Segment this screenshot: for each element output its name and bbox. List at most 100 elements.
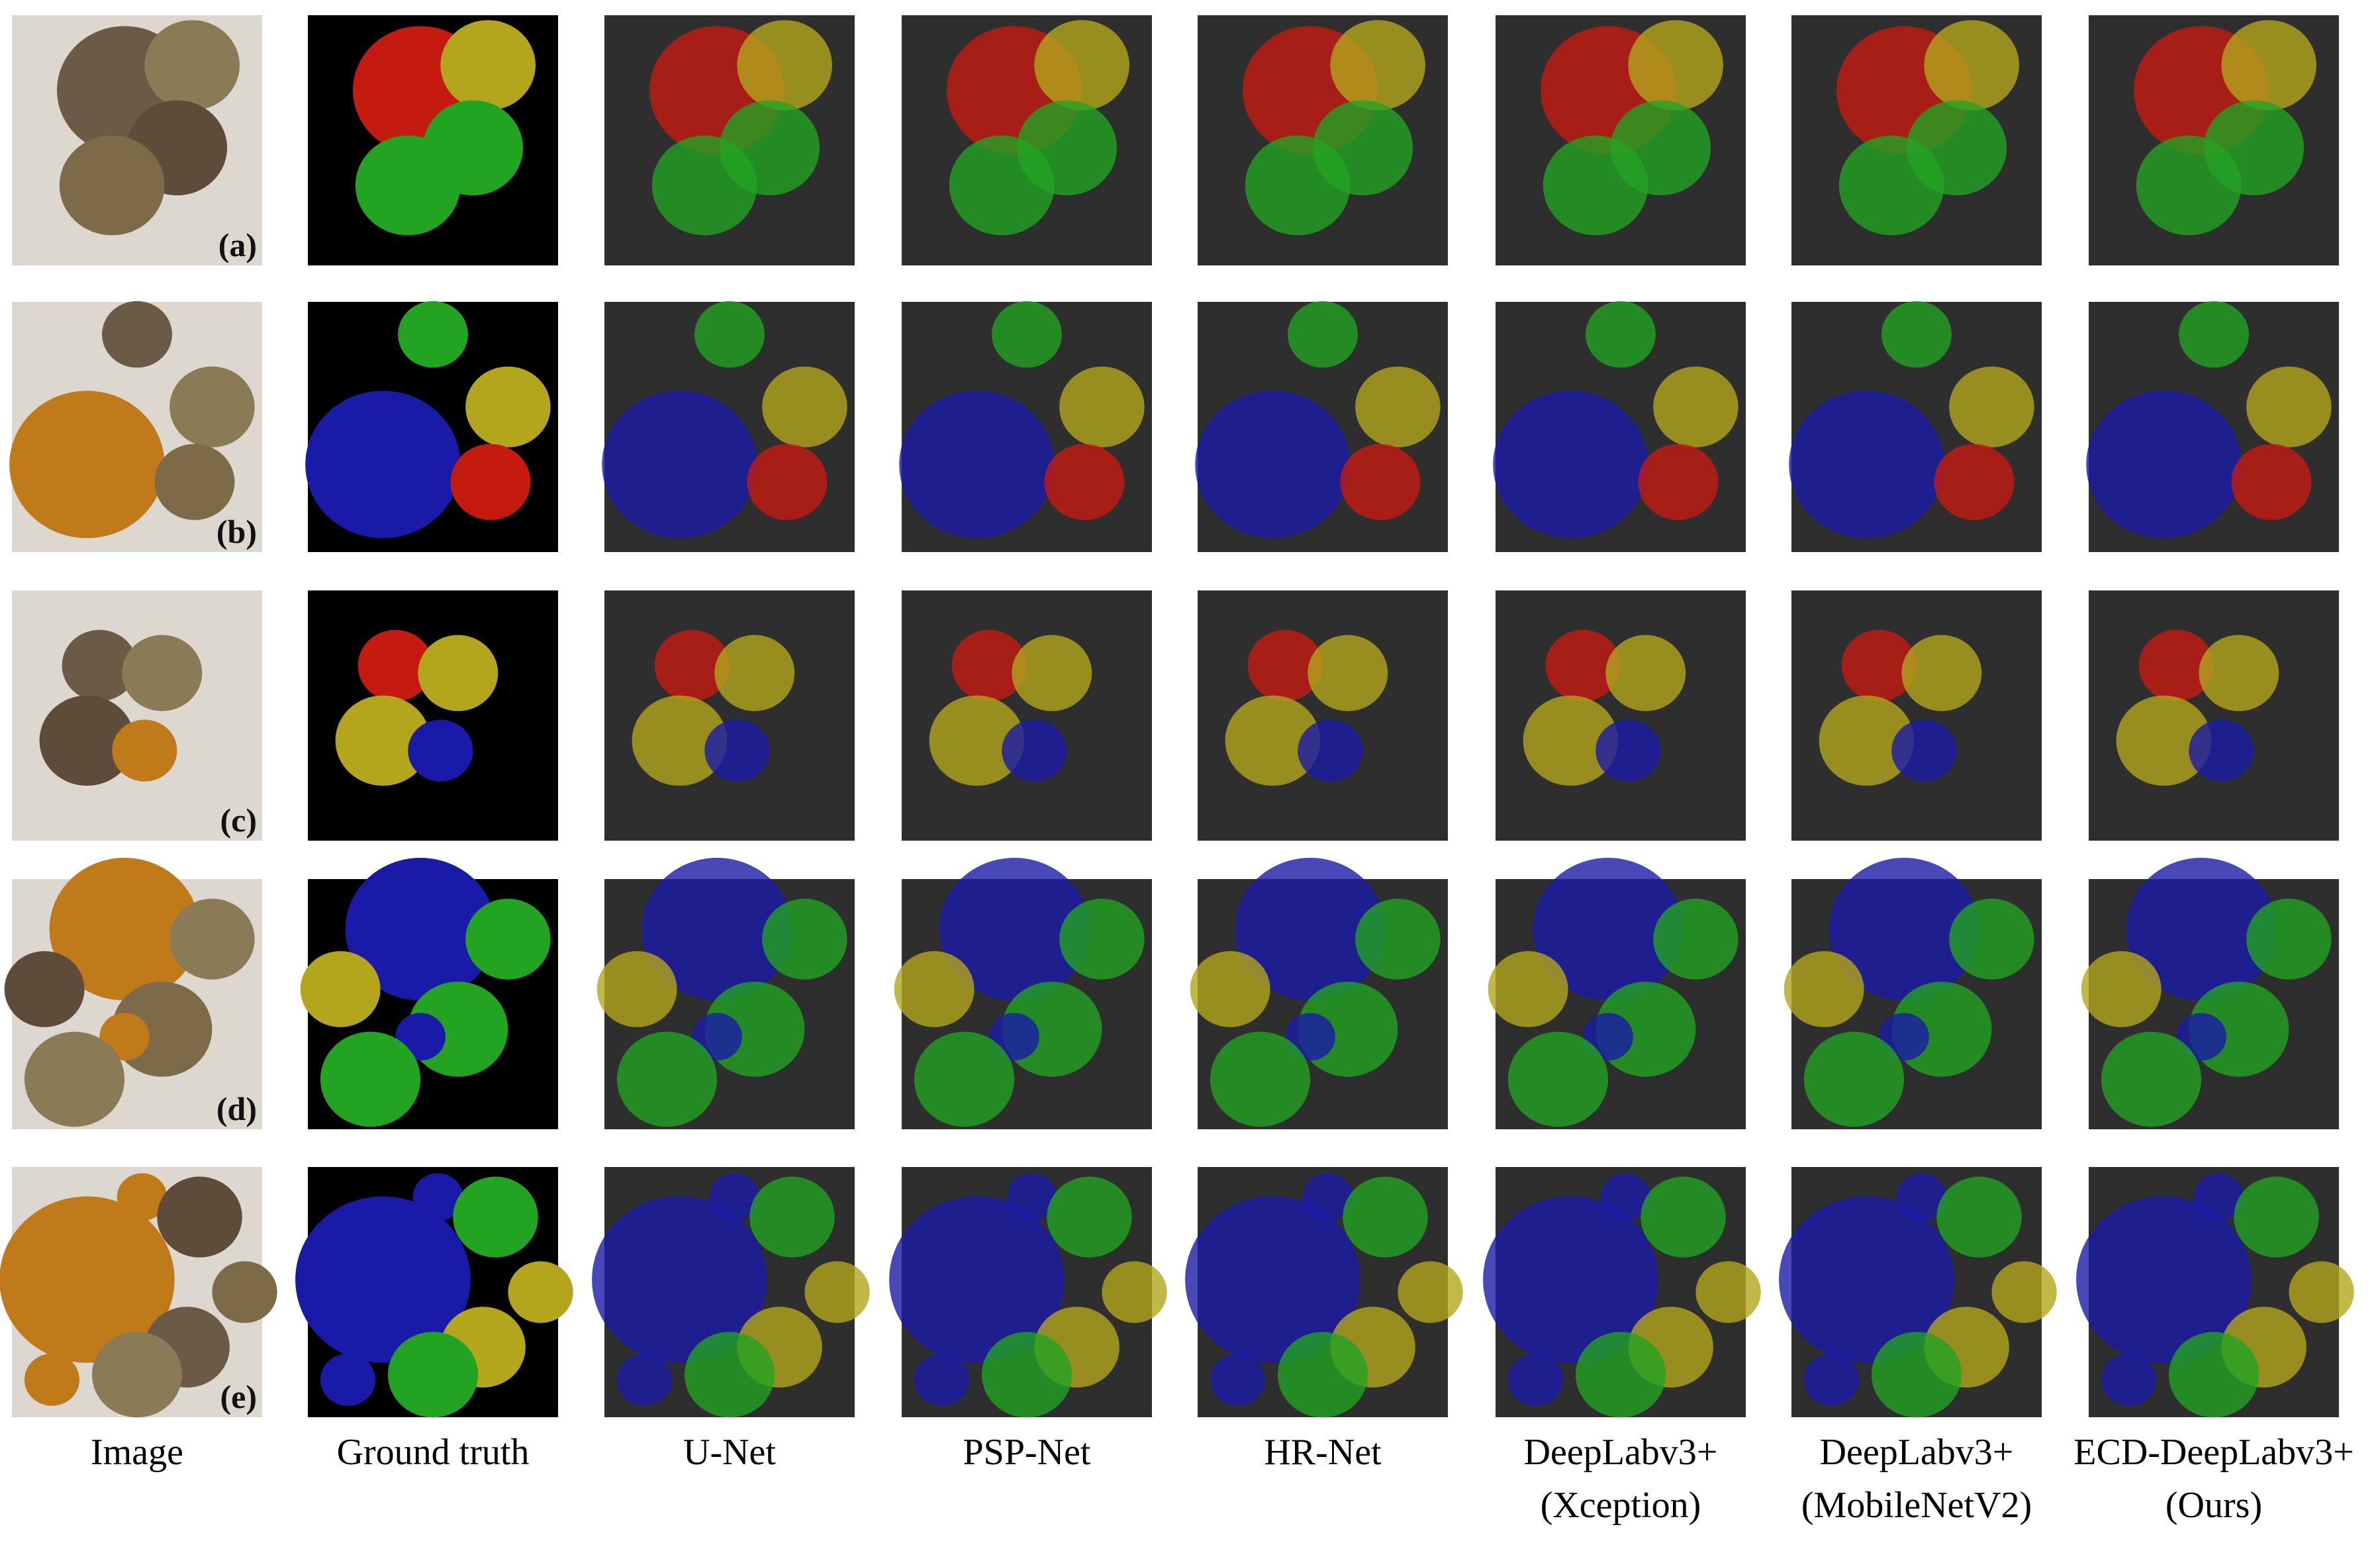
mask-region <box>1210 1031 1311 1127</box>
mask-region <box>1002 720 1067 782</box>
mask-region <box>440 20 536 111</box>
mask-region <box>2189 720 2254 782</box>
mask-region <box>1059 898 1145 980</box>
mask-region <box>1493 391 1648 539</box>
mask-region <box>1483 1196 1658 1363</box>
mask-region <box>1901 635 1982 712</box>
mask-region <box>939 857 1090 1001</box>
column-label: HR-Net <box>1264 1432 1382 1473</box>
mask-region <box>1784 951 1864 1027</box>
mask-region <box>1044 444 1125 520</box>
mask-region <box>1302 1173 1353 1221</box>
mask-region <box>894 951 975 1027</box>
fruit <box>91 1332 183 1418</box>
panel <box>2089 590 2339 841</box>
fruit <box>49 857 200 1001</box>
mask-region <box>1803 1031 1905 1127</box>
mask-region <box>2221 20 2316 111</box>
panel <box>305 301 558 552</box>
mask-region <box>1340 444 1421 520</box>
mask-region <box>704 720 770 782</box>
mask-region <box>320 1031 421 1127</box>
mask-region <box>1195 391 1351 539</box>
mask-region <box>508 1261 573 1323</box>
mask-region <box>1891 720 1957 782</box>
panel <box>902 590 1152 841</box>
mask-region <box>654 630 730 702</box>
mask-region <box>465 898 551 980</box>
fruit <box>24 1353 80 1406</box>
mask-region <box>412 1173 463 1221</box>
mask-region <box>2101 1353 2157 1406</box>
mask-region <box>2246 366 2332 447</box>
panel <box>894 857 1152 1129</box>
mask-region <box>992 301 1062 368</box>
mask-region <box>1102 1261 1167 1323</box>
mask-region <box>2193 1173 2244 1221</box>
mask-region <box>1288 301 1358 368</box>
mask-region <box>651 135 757 236</box>
panel <box>1779 1167 2057 1418</box>
mask-region <box>1507 1031 1609 1127</box>
fruit <box>144 20 240 111</box>
mask-region <box>387 1332 479 1418</box>
mask-region <box>616 1353 673 1406</box>
mask-region <box>1638 444 1719 520</box>
mask-region <box>1034 20 1129 111</box>
row-label: (e) <box>220 1378 258 1415</box>
mask-region <box>694 301 765 368</box>
panel <box>308 15 558 265</box>
mask-region <box>1225 695 1321 786</box>
mask-region <box>1949 366 2034 447</box>
mask-region <box>1829 857 1979 1001</box>
mask-region <box>2199 635 2279 712</box>
mask-region <box>2116 695 2212 786</box>
mask-region <box>1543 135 1648 236</box>
column-label: PSP-Net <box>963 1432 1091 1473</box>
panel: (a) <box>12 15 262 265</box>
mask-region <box>1355 898 1441 980</box>
mask-region <box>357 630 433 702</box>
mask-region <box>1779 1196 1954 1363</box>
fruit <box>62 630 137 702</box>
mask-region <box>453 1176 538 1258</box>
mask-region <box>2168 1332 2260 1418</box>
mask-region <box>1308 635 1388 712</box>
mask-region <box>1247 630 1323 702</box>
panel <box>1791 590 2042 841</box>
fruit <box>117 1173 167 1221</box>
panel <box>602 301 855 552</box>
mask-region <box>596 951 677 1027</box>
mask-region <box>602 391 757 539</box>
mask-region <box>335 695 431 786</box>
mask-region <box>295 1196 471 1363</box>
mask-region <box>632 695 728 786</box>
mask-region <box>804 1261 870 1323</box>
mask-region <box>1277 1332 1368 1418</box>
mask-region <box>1355 366 1441 447</box>
mask-region <box>747 444 828 520</box>
mask-region <box>408 720 473 782</box>
mask-region <box>300 951 381 1027</box>
mask-region <box>1819 695 1915 786</box>
mask-region <box>1533 857 1684 1001</box>
mask-region <box>1235 857 1386 1001</box>
mask-region <box>1398 1261 1463 1323</box>
mask-region <box>1605 635 1686 712</box>
row-label: (a) <box>218 226 257 263</box>
mask-region <box>2101 1031 2202 1127</box>
mask-region <box>1523 695 1619 786</box>
fruit <box>4 951 85 1027</box>
mask-region <box>929 695 1025 786</box>
fruit <box>59 135 165 236</box>
fruit <box>169 366 255 447</box>
mask-region <box>1047 1176 1132 1258</box>
mask-region <box>749 1176 835 1258</box>
mask-region <box>2136 135 2242 236</box>
panel <box>308 590 558 841</box>
mask-region <box>642 857 792 1001</box>
mask-region <box>1653 366 1738 447</box>
column-label: DeepLabv3+ <box>1524 1432 1718 1473</box>
fruit <box>9 391 165 539</box>
mask-region <box>889 1196 1065 1363</box>
